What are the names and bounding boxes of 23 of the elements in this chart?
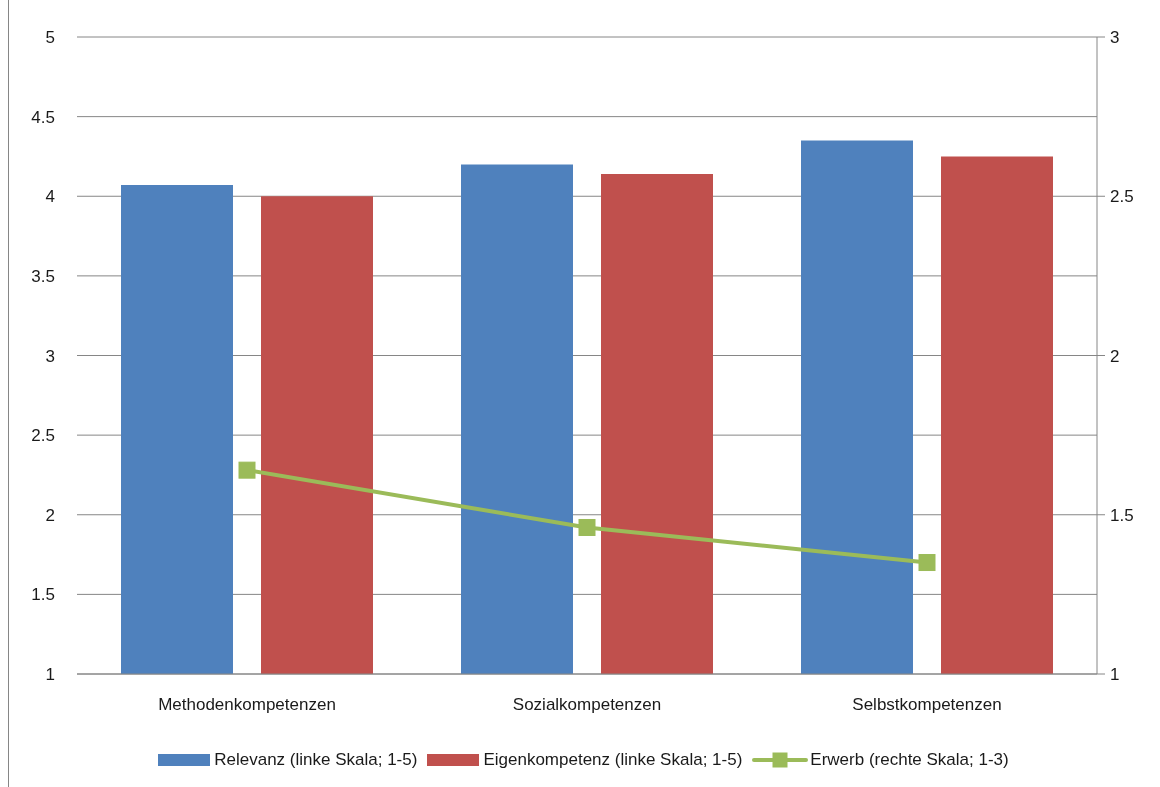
x-tick-label: Selbstkompetenzen [852,695,1002,715]
y2-tick-label: 2 [1110,346,1120,366]
y2-tick-label: 3 [1110,28,1120,48]
y-tick-label: 4 [45,187,55,207]
legend-label: Eigenkompetenz (linke Skala; 1-5) [483,750,743,770]
point [578,518,596,536]
y2-tick-label: 1 [1110,665,1120,685]
legend-label: Erwerb (rechte Skala; 1-3) [810,750,1009,770]
x-tick-label: Methodenkompetenzen [158,695,336,715]
y-tick-label: 3 [45,346,55,366]
legend-label: Relevanz (linke Skala; 1-5) [214,750,418,770]
y-tick-label: 3.5 [31,266,55,286]
y-tick-label: 2.5 [31,426,55,446]
x-tick-label: Sozialkompetenzen [512,695,662,715]
y2-tick-label: 1.5 [1110,505,1134,525]
point [238,461,256,479]
point [918,554,936,572]
y-tick-label: 4.5 [31,107,55,127]
y-tick-label: 1.5 [31,585,55,605]
y-tick-label: 5 [45,28,55,48]
y-tick-label: 1 [45,665,55,685]
y-tick-label: 2 [45,505,55,525]
y2-tick-label: 2.5 [1110,187,1134,207]
